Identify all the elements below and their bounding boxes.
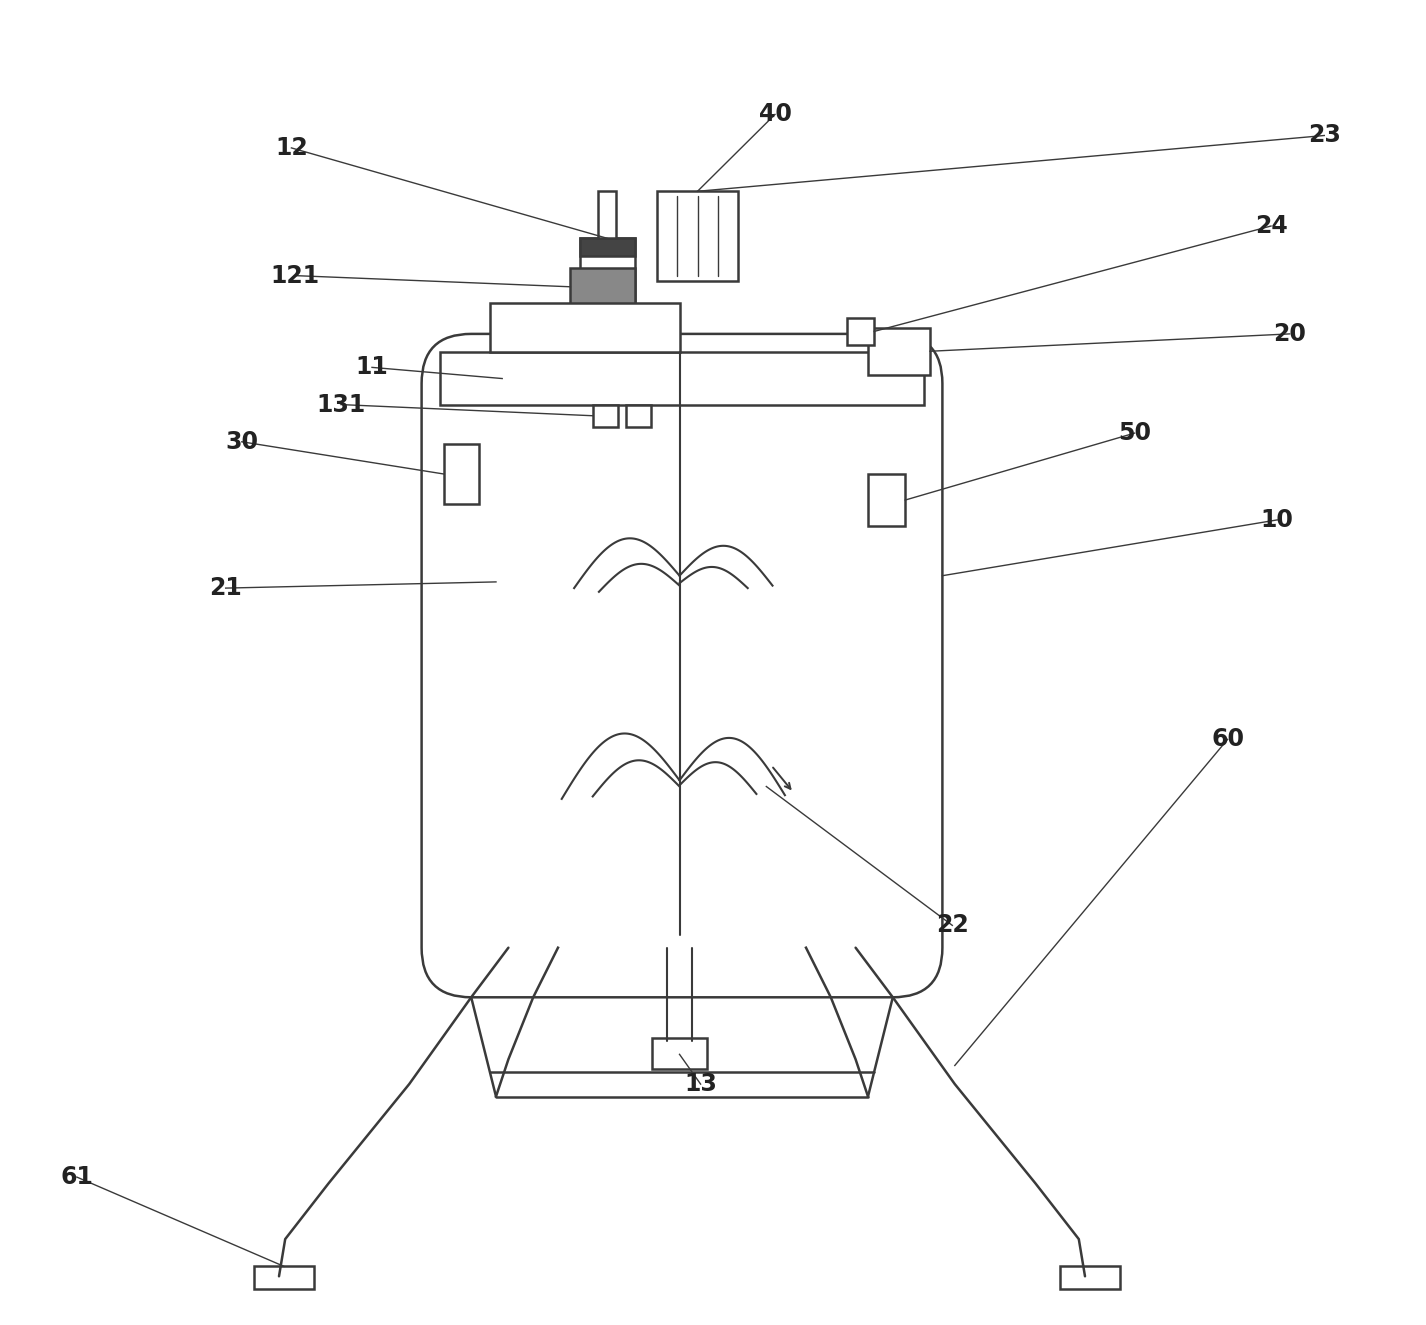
Bar: [868, 327, 930, 375]
Bar: [580, 238, 635, 303]
Text: 24: 24: [1255, 215, 1288, 238]
Bar: [652, 1039, 707, 1069]
Text: 21: 21: [210, 576, 242, 600]
Text: 121: 121: [271, 264, 319, 288]
Bar: [597, 191, 616, 238]
Text: 11: 11: [355, 355, 388, 379]
Text: 13: 13: [684, 1072, 717, 1096]
Text: 23: 23: [1308, 123, 1340, 147]
Bar: [1060, 1267, 1119, 1289]
Text: 60: 60: [1211, 727, 1243, 751]
Text: 22: 22: [935, 913, 968, 937]
Text: 61: 61: [60, 1165, 93, 1189]
Bar: [254, 1267, 314, 1289]
Bar: [657, 191, 737, 281]
Bar: [443, 444, 479, 504]
Text: 20: 20: [1273, 322, 1306, 346]
Text: 131: 131: [317, 392, 365, 416]
Text: 40: 40: [759, 102, 791, 126]
Bar: [570, 268, 635, 305]
Text: 10: 10: [1261, 507, 1293, 531]
Text: 12: 12: [275, 136, 308, 160]
Text: 50: 50: [1118, 421, 1151, 445]
Bar: [847, 318, 874, 344]
Bar: [580, 238, 635, 256]
Bar: [441, 352, 924, 404]
FancyBboxPatch shape: [422, 334, 943, 998]
Bar: [868, 474, 906, 526]
Bar: [626, 404, 652, 427]
Text: 30: 30: [225, 429, 258, 453]
Bar: [489, 303, 680, 352]
Bar: [593, 404, 617, 427]
